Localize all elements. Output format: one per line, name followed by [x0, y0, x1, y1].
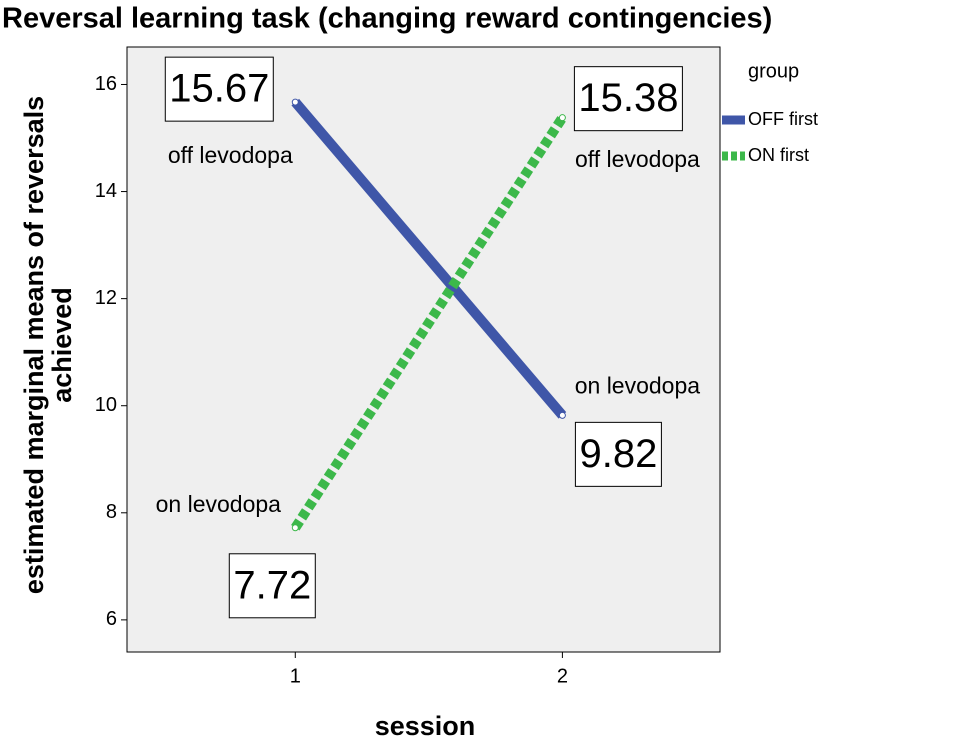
y-tick-label: 10 [95, 394, 117, 416]
legend-title: group [748, 60, 799, 82]
value-box [228, 553, 316, 619]
y-tick-label: 8 [106, 501, 117, 523]
x-tick-label: 1 [290, 665, 301, 687]
chart-title: Reversal learning task (changing reward … [2, 3, 772, 35]
y-tick-label: 16 [95, 73, 117, 95]
value-label: 15.67 [169, 67, 269, 111]
x-tick-label: 2 [557, 665, 568, 687]
point [558, 114, 566, 122]
legend-label: OFF first [748, 109, 818, 129]
point [291, 524, 299, 532]
point-annotation: off levodopa [575, 146, 700, 172]
point-annotation: on levodopa [575, 372, 701, 398]
series-line [291, 114, 567, 531]
y-tick-label: 14 [95, 180, 117, 202]
y-tick-label: 6 [106, 608, 117, 630]
plot-area [126, 46, 721, 653]
value-box [164, 56, 274, 122]
legend-label: ON first [748, 145, 809, 165]
point-annotation: off levodopa [168, 142, 293, 168]
y-axis-title: estimated marginal means of reversals [19, 96, 49, 594]
value-label: 15.38 [578, 76, 678, 120]
value-label: 7.72 [233, 563, 311, 607]
value-label: 9.82 [579, 432, 657, 476]
series-line [291, 98, 567, 419]
y-tick-label: 12 [95, 287, 117, 309]
point [558, 411, 566, 419]
value-box [574, 421, 662, 487]
point [291, 98, 299, 106]
y-axis-title: achieved [47, 287, 77, 403]
x-axis-title: session [375, 711, 476, 741]
point-annotation: on levodopa [156, 491, 282, 517]
value-box [573, 66, 683, 132]
